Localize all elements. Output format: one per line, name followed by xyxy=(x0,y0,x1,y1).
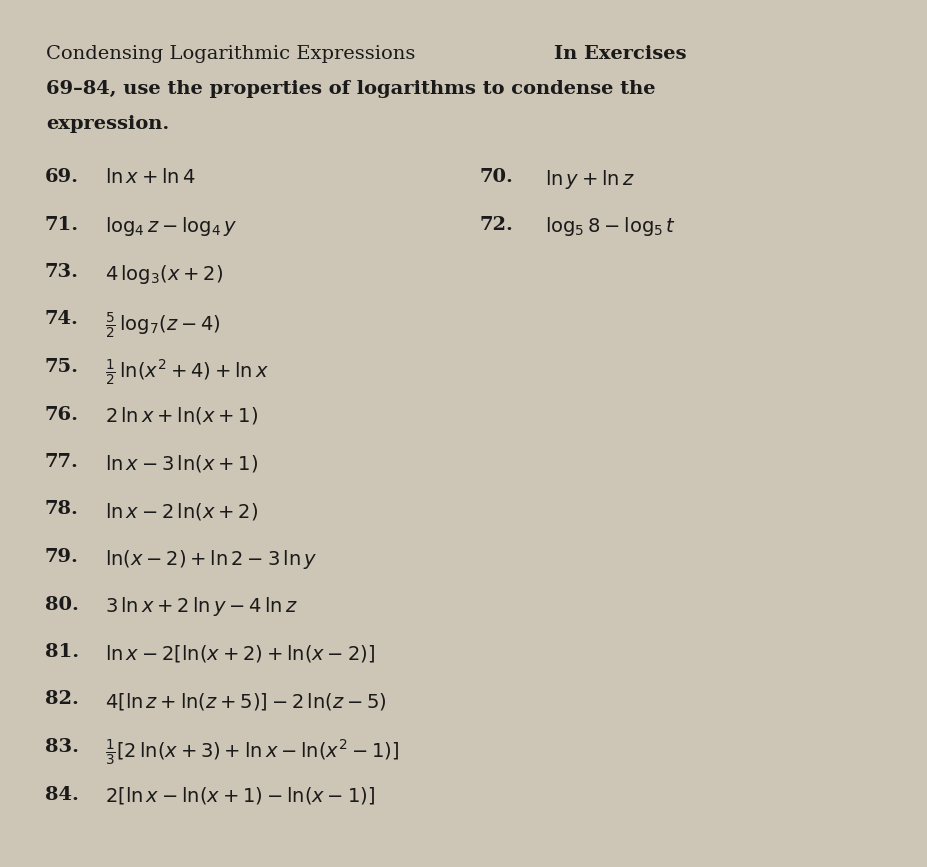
Text: 74.: 74. xyxy=(45,310,79,329)
Text: $2[\mathrm{ln}\,x - \mathrm{ln}(x + 1) - \mathrm{ln}(x - 1)]$: $2[\mathrm{ln}\,x - \mathrm{ln}(x + 1) -… xyxy=(105,786,375,806)
Text: $\frac{1}{2}\,\mathrm{ln}(x^2 + 4) + \mathrm{ln}\,x$: $\frac{1}{2}\,\mathrm{ln}(x^2 + 4) + \ma… xyxy=(105,358,269,388)
Text: $4[\mathrm{ln}\,z + \mathrm{ln}(z + 5)] - 2\,\mathrm{ln}(z - 5)$: $4[\mathrm{ln}\,z + \mathrm{ln}(z + 5)] … xyxy=(105,690,387,712)
Text: $\mathrm{ln}\,x - 2\,\mathrm{ln}(x + 2)$: $\mathrm{ln}\,x - 2\,\mathrm{ln}(x + 2)$ xyxy=(105,500,259,521)
Text: 77.: 77. xyxy=(45,453,79,471)
Text: $\mathrm{log}_4\,z - \mathrm{log}_4\,y$: $\mathrm{log}_4\,z - \mathrm{log}_4\,y$ xyxy=(105,216,237,238)
Text: 81.: 81. xyxy=(45,643,79,661)
Text: $\mathrm{ln}\,x - 3\,\mathrm{ln}(x + 1)$: $\mathrm{ln}\,x - 3\,\mathrm{ln}(x + 1)$ xyxy=(105,453,259,474)
Text: 71.: 71. xyxy=(45,216,79,233)
Text: $\mathrm{ln}(x - 2) + \mathrm{ln}\,2 - 3\,\mathrm{ln}\,y$: $\mathrm{ln}(x - 2) + \mathrm{ln}\,2 - 3… xyxy=(105,548,317,571)
Text: 69.: 69. xyxy=(45,168,79,186)
Text: 79.: 79. xyxy=(45,548,79,566)
Text: $3\,\mathrm{ln}\,x + 2\,\mathrm{ln}\,y - 4\,\mathrm{ln}\,z$: $3\,\mathrm{ln}\,x + 2\,\mathrm{ln}\,y -… xyxy=(105,596,298,618)
Text: 76.: 76. xyxy=(45,406,79,423)
Text: $4\,\mathrm{log}_3(x + 2)$: $4\,\mathrm{log}_3(x + 2)$ xyxy=(105,263,223,286)
Text: $\mathrm{ln}\,x + \mathrm{ln}\,4$: $\mathrm{ln}\,x + \mathrm{ln}\,4$ xyxy=(105,168,196,187)
Text: 80.: 80. xyxy=(45,596,79,614)
Text: 84.: 84. xyxy=(45,786,79,804)
Text: $2\,\mathrm{ln}\,x + \mathrm{ln}(x + 1)$: $2\,\mathrm{ln}\,x + \mathrm{ln}(x + 1)$ xyxy=(105,406,259,427)
Text: $\mathrm{ln}\,x - 2[\mathrm{ln}(x + 2) + \mathrm{ln}(x - 2)]$: $\mathrm{ln}\,x - 2[\mathrm{ln}(x + 2) +… xyxy=(105,643,375,664)
Text: expression.: expression. xyxy=(46,115,170,133)
Text: 69–84, use the properties of logarithms to condense the: 69–84, use the properties of logarithms … xyxy=(46,80,655,98)
Text: 78.: 78. xyxy=(45,500,79,518)
Text: 70.: 70. xyxy=(480,168,514,186)
Text: $\mathrm{log}_5\,8 - \mathrm{log}_5\,t$: $\mathrm{log}_5\,8 - \mathrm{log}_5\,t$ xyxy=(545,216,676,238)
Text: 83.: 83. xyxy=(45,738,79,756)
Text: 73.: 73. xyxy=(45,263,79,281)
Text: $\mathrm{ln}\,y + \mathrm{ln}\,z$: $\mathrm{ln}\,y + \mathrm{ln}\,z$ xyxy=(545,168,635,191)
Text: $\frac{5}{2}\,\mathrm{log}_7(z - 4)$: $\frac{5}{2}\,\mathrm{log}_7(z - 4)$ xyxy=(105,310,221,341)
Text: Condensing Logarithmic Expressions: Condensing Logarithmic Expressions xyxy=(46,45,415,63)
Text: 75.: 75. xyxy=(45,358,79,376)
Text: 72.: 72. xyxy=(480,216,514,233)
Text: 82.: 82. xyxy=(45,690,79,708)
Text: $\frac{1}{3}[2\,\mathrm{ln}(x + 3) + \mathrm{ln}\,x - \mathrm{ln}(x^2 - 1)]$: $\frac{1}{3}[2\,\mathrm{ln}(x + 3) + \ma… xyxy=(105,738,400,768)
Text: In Exercises: In Exercises xyxy=(554,45,687,63)
